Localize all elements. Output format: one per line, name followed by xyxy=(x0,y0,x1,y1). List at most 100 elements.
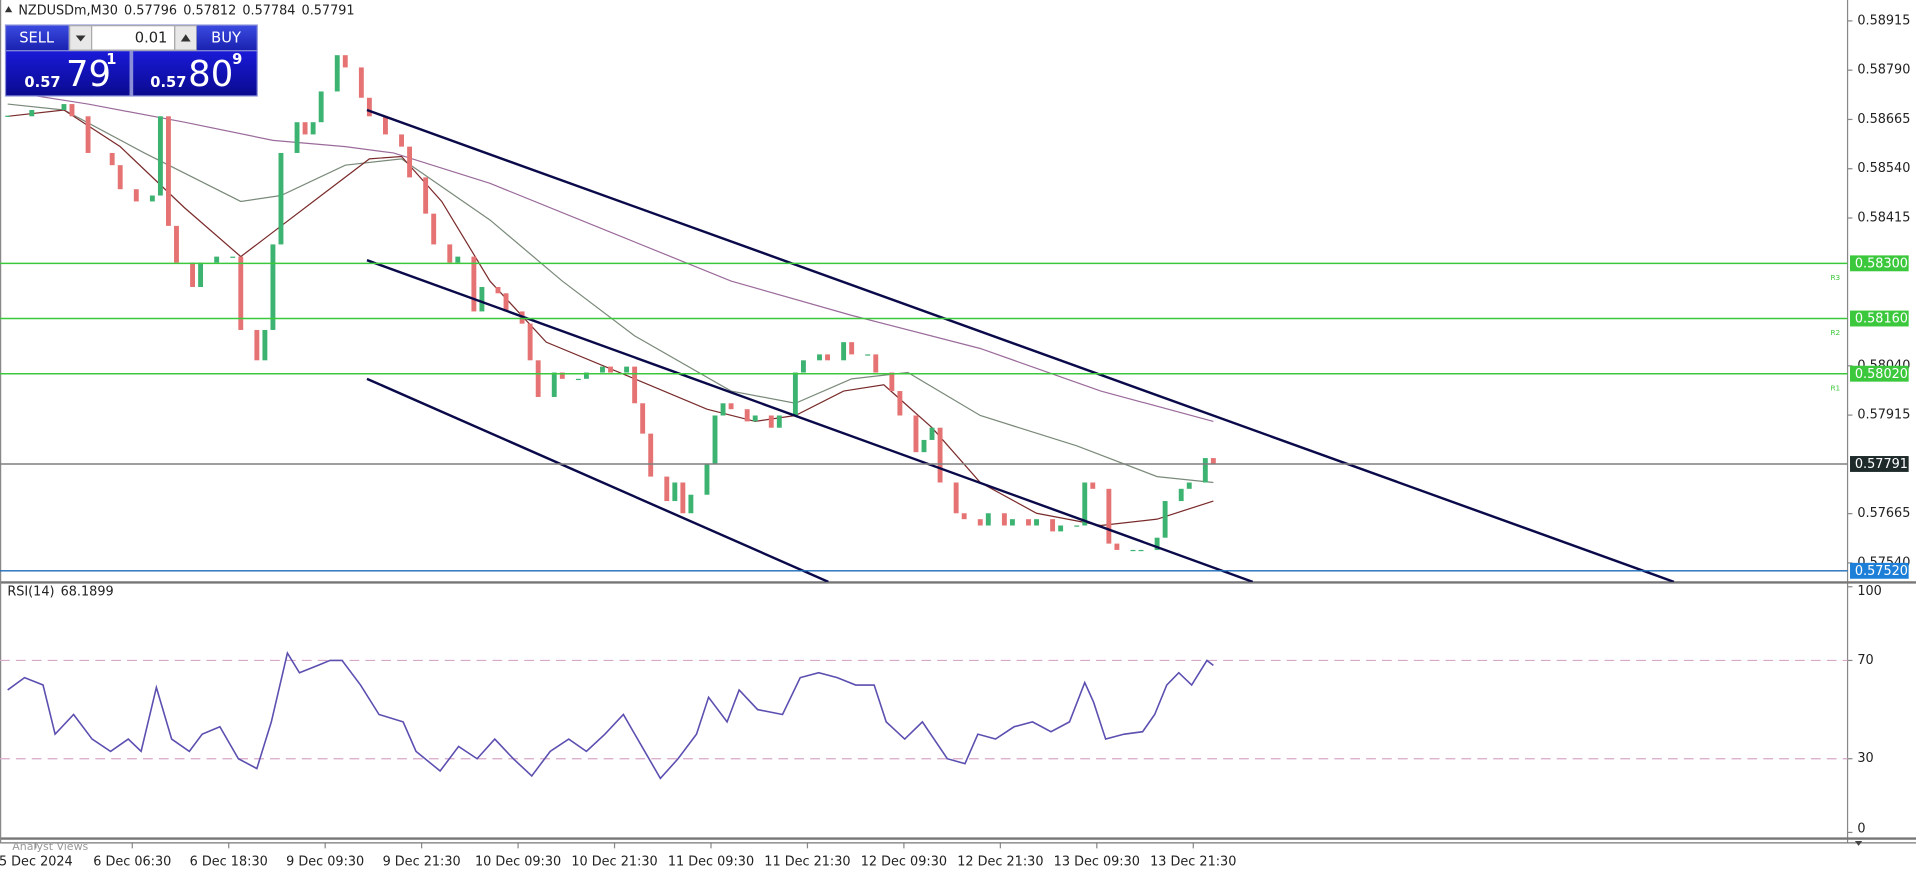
candle xyxy=(190,262,195,287)
candle xyxy=(383,116,388,135)
candle xyxy=(1162,501,1168,538)
candle xyxy=(712,415,718,465)
symbol: NZDUSDm,M30 xyxy=(18,3,118,18)
candle xyxy=(913,415,919,453)
low-price: 0.57784 xyxy=(242,3,295,18)
candle xyxy=(937,427,943,483)
candle xyxy=(117,165,123,190)
candle xyxy=(672,482,678,502)
y-tick-label: 0.58790 xyxy=(1857,63,1910,78)
candle xyxy=(664,476,670,502)
candle xyxy=(1090,482,1096,489)
price-level-box xyxy=(1850,365,1909,382)
candle xyxy=(85,116,91,153)
candle xyxy=(503,293,509,312)
price-level-box xyxy=(1850,562,1909,579)
candle xyxy=(407,146,413,178)
candle xyxy=(1026,519,1031,526)
candle xyxy=(302,122,308,135)
buy-price-box[interactable] xyxy=(133,51,257,96)
indicator-value: 68.1899 xyxy=(61,584,114,599)
price-level-tag: R2 xyxy=(1830,328,1840,337)
x-tick-label: 13 Dec 09:30 xyxy=(1054,854,1140,869)
y-tick-label: 0.58415 xyxy=(1857,210,1910,225)
candle xyxy=(600,366,605,373)
down-arrow xyxy=(75,35,86,42)
price-level-box xyxy=(1850,255,1909,272)
y-tick-label: 0.58915 xyxy=(1857,13,1910,28)
sell-label[interactable]: SELL xyxy=(19,30,55,47)
candle xyxy=(294,122,300,153)
sell-price-box[interactable] xyxy=(6,51,130,96)
candle xyxy=(334,55,340,92)
candle xyxy=(399,134,404,147)
candle xyxy=(535,360,541,397)
y-tick-label: 0.57915 xyxy=(1857,408,1910,423)
candle xyxy=(961,513,967,520)
candle xyxy=(1178,488,1184,502)
candle xyxy=(254,329,260,361)
price-level-label: 0.58300 xyxy=(1855,256,1908,271)
trend-line xyxy=(366,377,829,582)
open-price: 0.57796 xyxy=(124,3,177,18)
candle xyxy=(889,372,895,392)
x-tick-label: 6 Dec 06:30 xyxy=(93,854,171,869)
trade-panel: SELL 0.01 BUY 0.57 79 1 0.57 80 9 xyxy=(4,24,258,97)
x-tick-label: 10 Dec 21:30 xyxy=(571,854,657,869)
candle xyxy=(318,91,324,123)
candle xyxy=(583,372,589,379)
candle xyxy=(575,378,581,381)
symbol-icon xyxy=(4,6,13,13)
candle xyxy=(1001,513,1007,526)
up-arrow xyxy=(180,34,191,42)
high-price: 0.57812 xyxy=(183,3,236,18)
y-tick-label: 0.58665 xyxy=(1857,112,1910,127)
moving-average xyxy=(7,90,1214,423)
candle xyxy=(921,439,927,453)
candle xyxy=(1074,525,1080,527)
x-tick-label: 5 Dec 2024 xyxy=(0,854,73,869)
candle xyxy=(1210,458,1216,464)
buy-price-digits: 80 xyxy=(188,54,233,95)
candle xyxy=(61,104,67,110)
candle xyxy=(262,329,268,361)
analyst-views-tab[interactable]: Analyst Views xyxy=(12,840,88,853)
candle xyxy=(624,366,630,373)
moving-average xyxy=(7,109,1214,527)
candle xyxy=(455,256,461,263)
candle xyxy=(366,97,372,117)
candle xyxy=(1114,543,1120,550)
candle xyxy=(551,372,557,397)
candle xyxy=(792,372,798,416)
price-level-label: 0.58020 xyxy=(1855,367,1908,382)
candle xyxy=(133,189,139,202)
price-level-label: 0.57520 xyxy=(1855,564,1908,579)
candle xyxy=(157,116,163,196)
candle xyxy=(69,104,75,117)
candle xyxy=(1138,549,1144,552)
x-tick-label: 10 Dec 09:30 xyxy=(475,854,561,869)
sell-button[interactable] xyxy=(6,25,69,51)
lot-size[interactable]: 0.01 xyxy=(135,30,168,47)
chart-header: NZDUSDm,M30 0.57796 0.57812 0.57784 0.57791 xyxy=(18,3,354,18)
candle xyxy=(471,256,477,312)
candle xyxy=(423,177,429,214)
indicator-header: RSI(14) 68.1899 xyxy=(7,584,113,599)
candle xyxy=(238,256,244,330)
candle xyxy=(109,152,115,166)
buy-label[interactable]: BUY xyxy=(211,30,241,47)
candle xyxy=(149,195,155,202)
y-tick-label: 0 xyxy=(1857,821,1865,836)
y-tick-label: 100 xyxy=(1857,584,1881,599)
buy-button[interactable] xyxy=(196,25,257,51)
price-level-box xyxy=(1850,456,1909,472)
candle xyxy=(640,403,646,434)
candle xyxy=(447,244,453,263)
price-level-label: 0.57791 xyxy=(1855,457,1908,472)
candle xyxy=(841,342,847,361)
candle xyxy=(728,403,734,410)
candle xyxy=(1130,549,1136,552)
candle xyxy=(1186,482,1192,489)
candle xyxy=(825,354,830,361)
